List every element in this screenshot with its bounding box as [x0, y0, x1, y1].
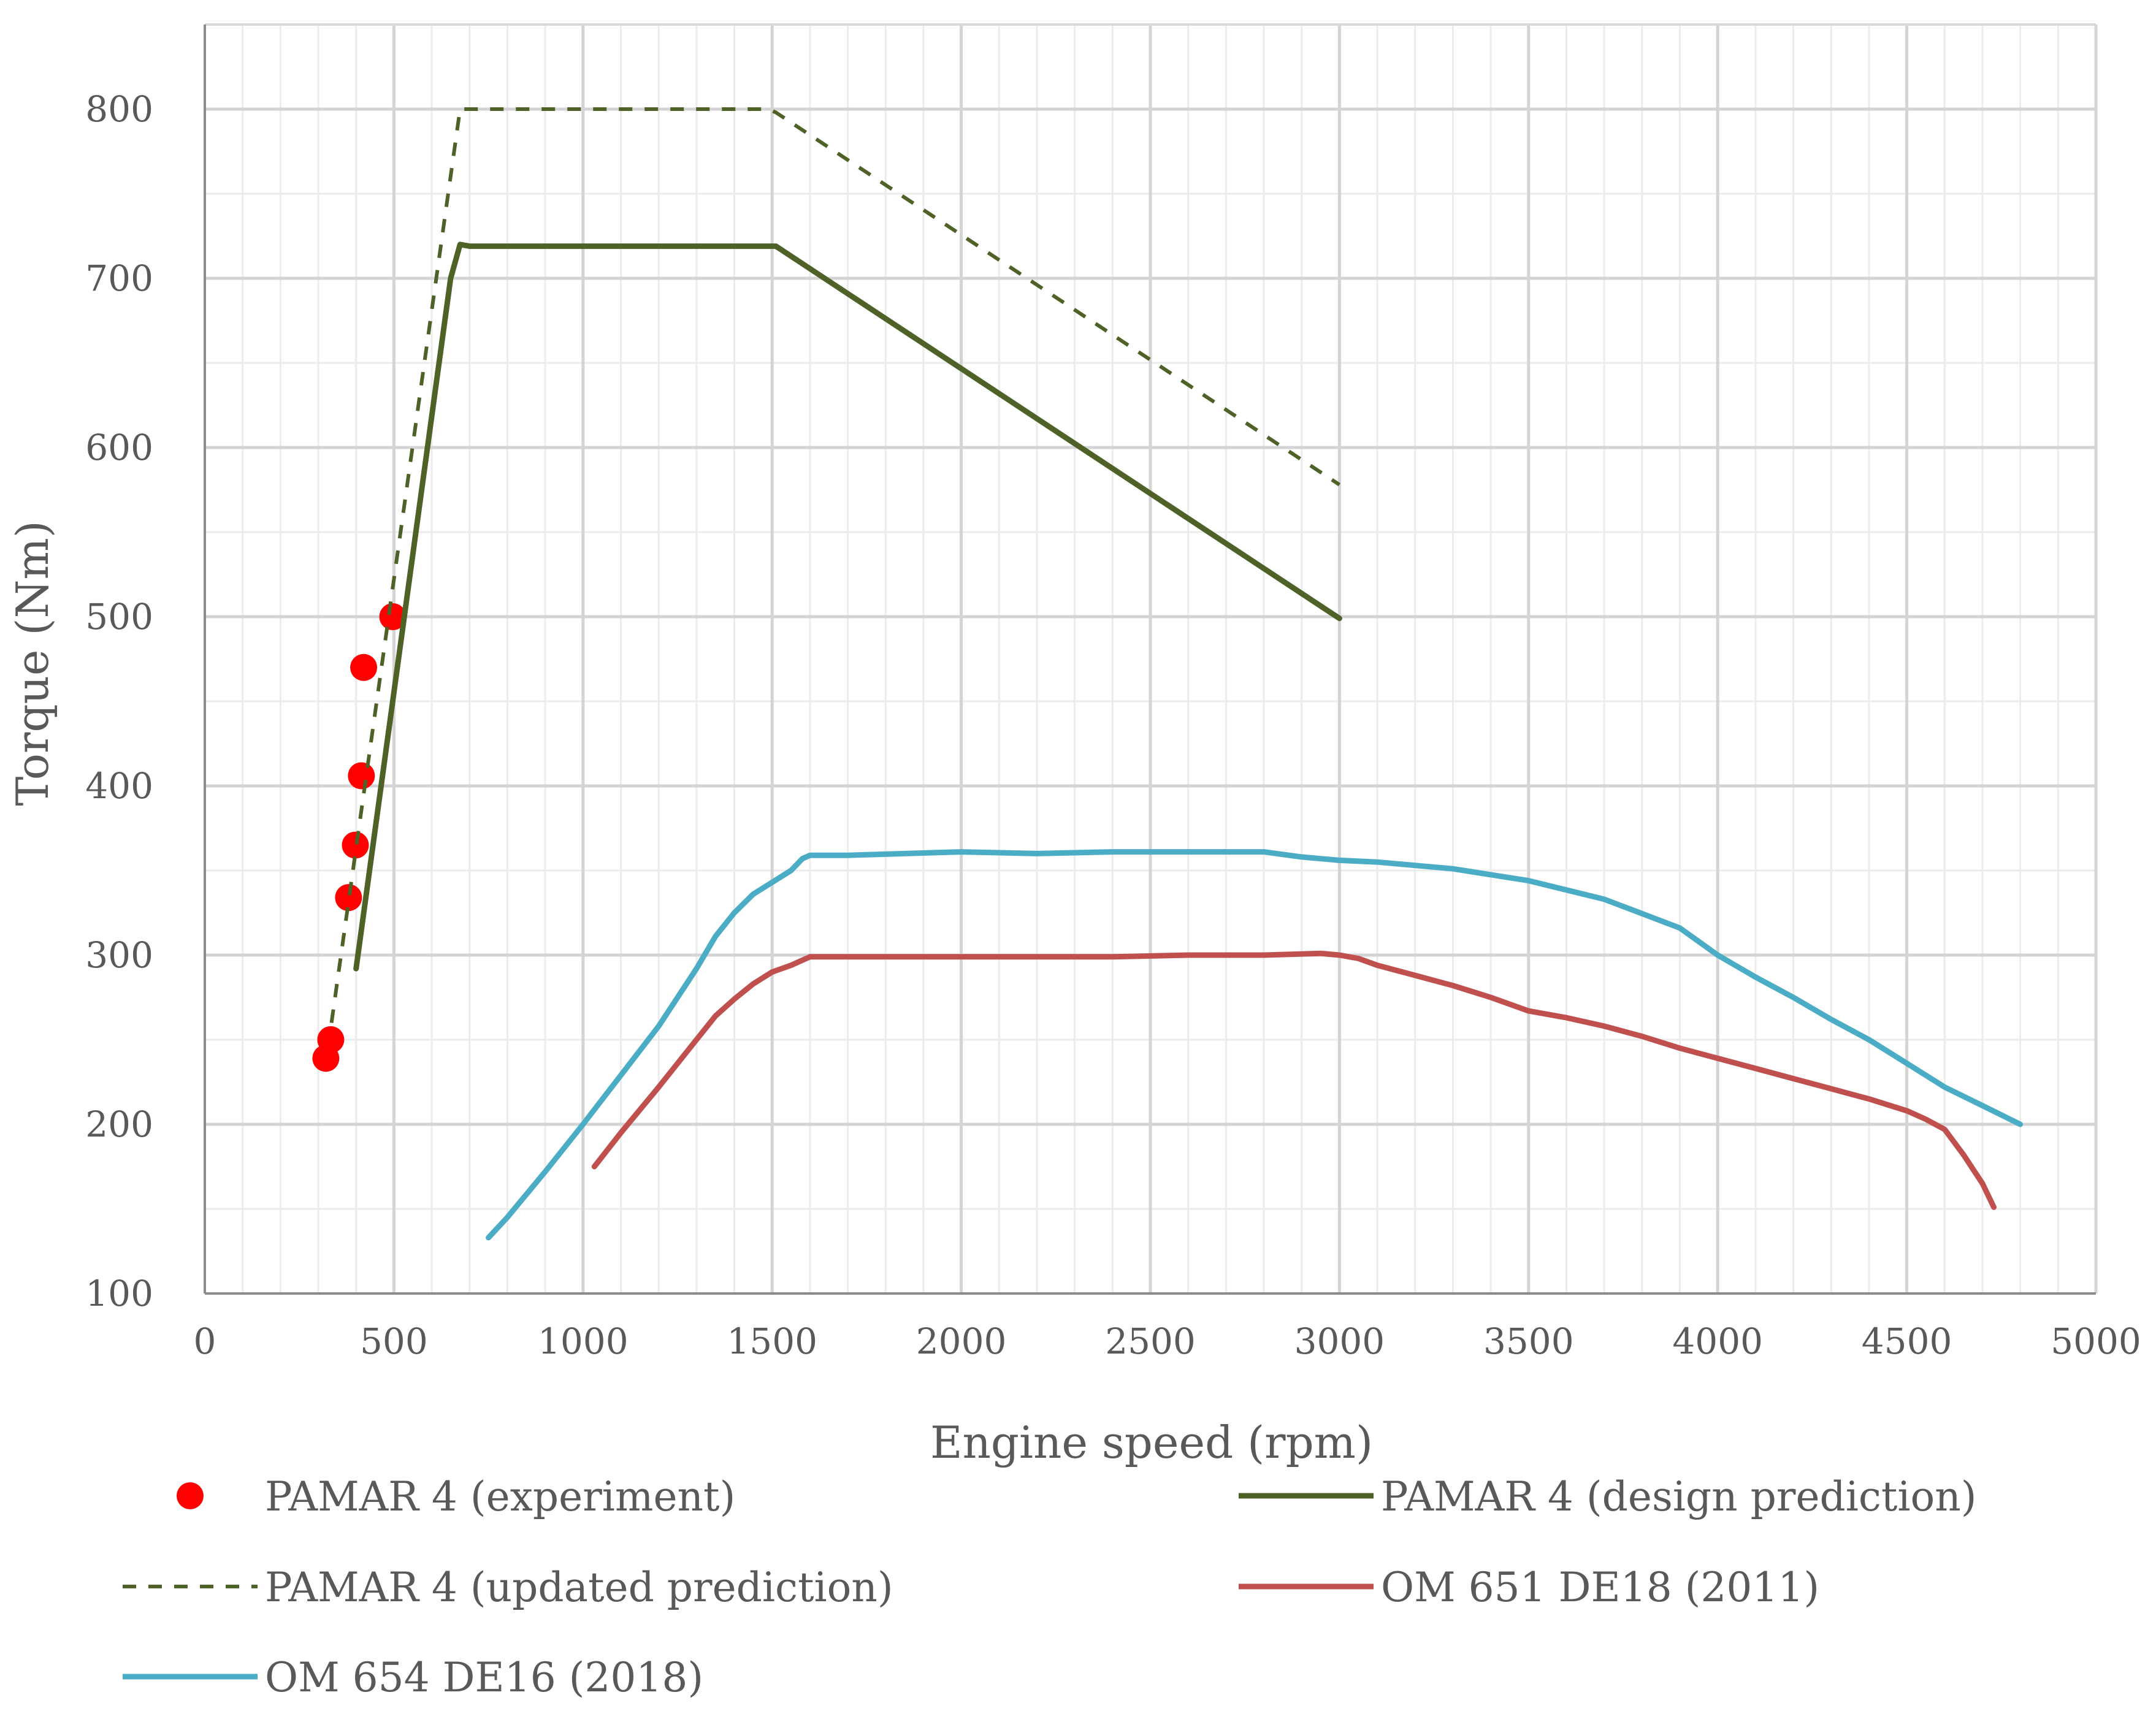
y-tick-label: 600	[85, 427, 153, 468]
y-tick-label: 700	[85, 257, 153, 299]
data-point-pamar-4-experiment	[379, 603, 407, 630]
series-line-pamar-4-updated-prediction	[329, 107, 1341, 1023]
data-point-pamar-4-experiment	[342, 831, 369, 859]
legend: PAMAR 4 (experiment) PAMAR 4 (design pred…	[123, 1473, 1976, 1701]
x-tick-label: 2500	[1105, 1320, 1196, 1362]
x-tick-label: 3000	[1294, 1320, 1385, 1362]
x-axis-title: Engine speed (rpm)	[930, 1417, 1373, 1468]
legend-label-om-651-de18-2011: OM 651 DE18 (2011)	[1381, 1564, 1819, 1611]
data-point-pamar-4-experiment	[317, 1026, 345, 1053]
y-tick-label: 500	[85, 596, 153, 638]
y-axis-title: Torque (Nm)	[7, 520, 58, 806]
x-tick-label: 4500	[1862, 1320, 1952, 1362]
legend-label-pamar-4-updated-prediction: PAMAR 4 (updated prediction)	[265, 1564, 893, 1611]
x-tick-label: 1000	[538, 1320, 629, 1362]
x-tick-label: 500	[360, 1320, 428, 1362]
data-point-pamar-4-experiment	[348, 762, 375, 790]
legend-label-pamar-4-experiment: PAMAR 4 (experiment)	[265, 1473, 735, 1520]
legend-marker-pamar-4-experiment	[177, 1482, 204, 1509]
data-point-pamar-4-experiment	[335, 884, 362, 912]
series-line-pamar-4-design-prediction	[353, 242, 1342, 972]
y-tick-label: 100	[85, 1273, 153, 1314]
legend-label-pamar-4-design-prediction: PAMAR 4 (design prediction)	[1381, 1473, 1976, 1520]
x-tick-label: 3500	[1483, 1320, 1574, 1362]
x-tick-label: 2000	[916, 1320, 1007, 1362]
y-tick-label: 300	[85, 934, 153, 976]
y-tick-label: 800	[85, 88, 153, 130]
x-tick-label: 1500	[727, 1320, 817, 1362]
y-tick-label: 400	[85, 765, 153, 807]
x-tick-label: 5000	[2051, 1320, 2141, 1362]
x-tick-label: 4000	[1672, 1320, 1763, 1362]
x-tick-label: 0	[194, 1320, 216, 1362]
data-point-pamar-4-experiment	[350, 653, 378, 681]
series-line-om-654-de16-2018	[486, 849, 2024, 1241]
legend-label-om-654-de16-2018: OM 654 DE16 (2018)	[265, 1654, 703, 1701]
series-line-om-651-de18-2011	[591, 950, 1997, 1210]
y-tick-label: 200	[85, 1103, 153, 1145]
